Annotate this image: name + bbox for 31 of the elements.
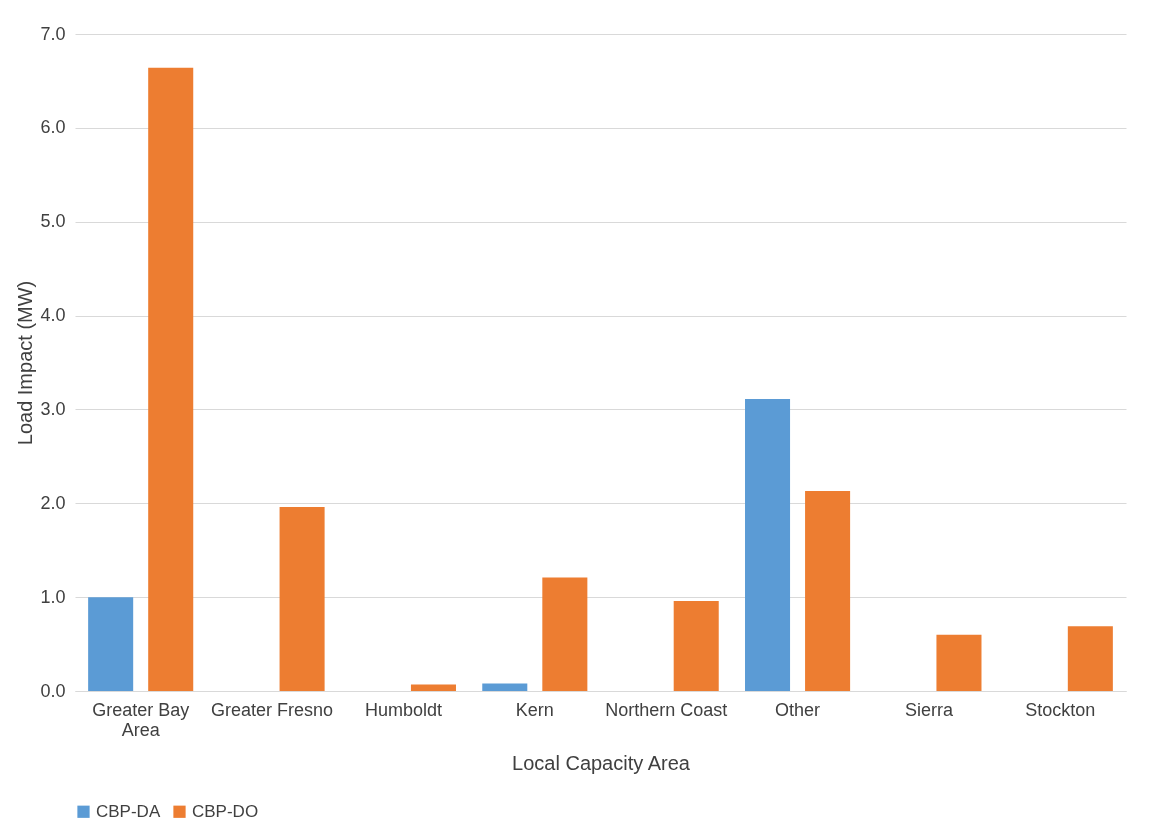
x-tick-label: Kern xyxy=(515,699,554,720)
y-axis-title: Load Impact (MW) xyxy=(14,280,37,446)
y-tick-label: 4.0 xyxy=(40,305,66,326)
bar xyxy=(805,491,851,691)
x-tick-label: Sierra xyxy=(904,699,954,720)
y-tick-label: 6.0 xyxy=(40,117,66,138)
y-tick-label: 5.0 xyxy=(40,211,66,232)
legend-label: CBP-DA xyxy=(96,801,161,821)
bar xyxy=(1067,626,1113,691)
bar xyxy=(148,67,194,691)
y-tick-label: 7.0 xyxy=(40,23,66,44)
x-tick-label: Humboldt xyxy=(364,699,442,720)
x-tick-label: Stockton xyxy=(1025,699,1096,720)
bar xyxy=(542,577,588,691)
y-tick-label: 3.0 xyxy=(40,398,66,419)
legend-label: CBP-DO xyxy=(192,801,259,821)
y-tick-label: 0.0 xyxy=(40,680,66,701)
x-tick-label: Other xyxy=(775,699,821,720)
y-tick-label: 2.0 xyxy=(40,492,66,513)
bar xyxy=(673,600,719,691)
bar xyxy=(410,684,456,691)
bar xyxy=(279,507,325,691)
x-axis-title: Local Capacity Area xyxy=(512,751,691,774)
bar xyxy=(482,683,528,691)
bar xyxy=(936,634,982,691)
x-tick-label: Northern Coast xyxy=(605,699,728,720)
x-tick-label: Greater Bay Area xyxy=(92,699,190,740)
y-tick-label: 1.0 xyxy=(40,586,66,607)
bar xyxy=(88,597,134,691)
x-tick-label: Greater Fresno xyxy=(211,699,334,720)
bar xyxy=(745,399,791,691)
